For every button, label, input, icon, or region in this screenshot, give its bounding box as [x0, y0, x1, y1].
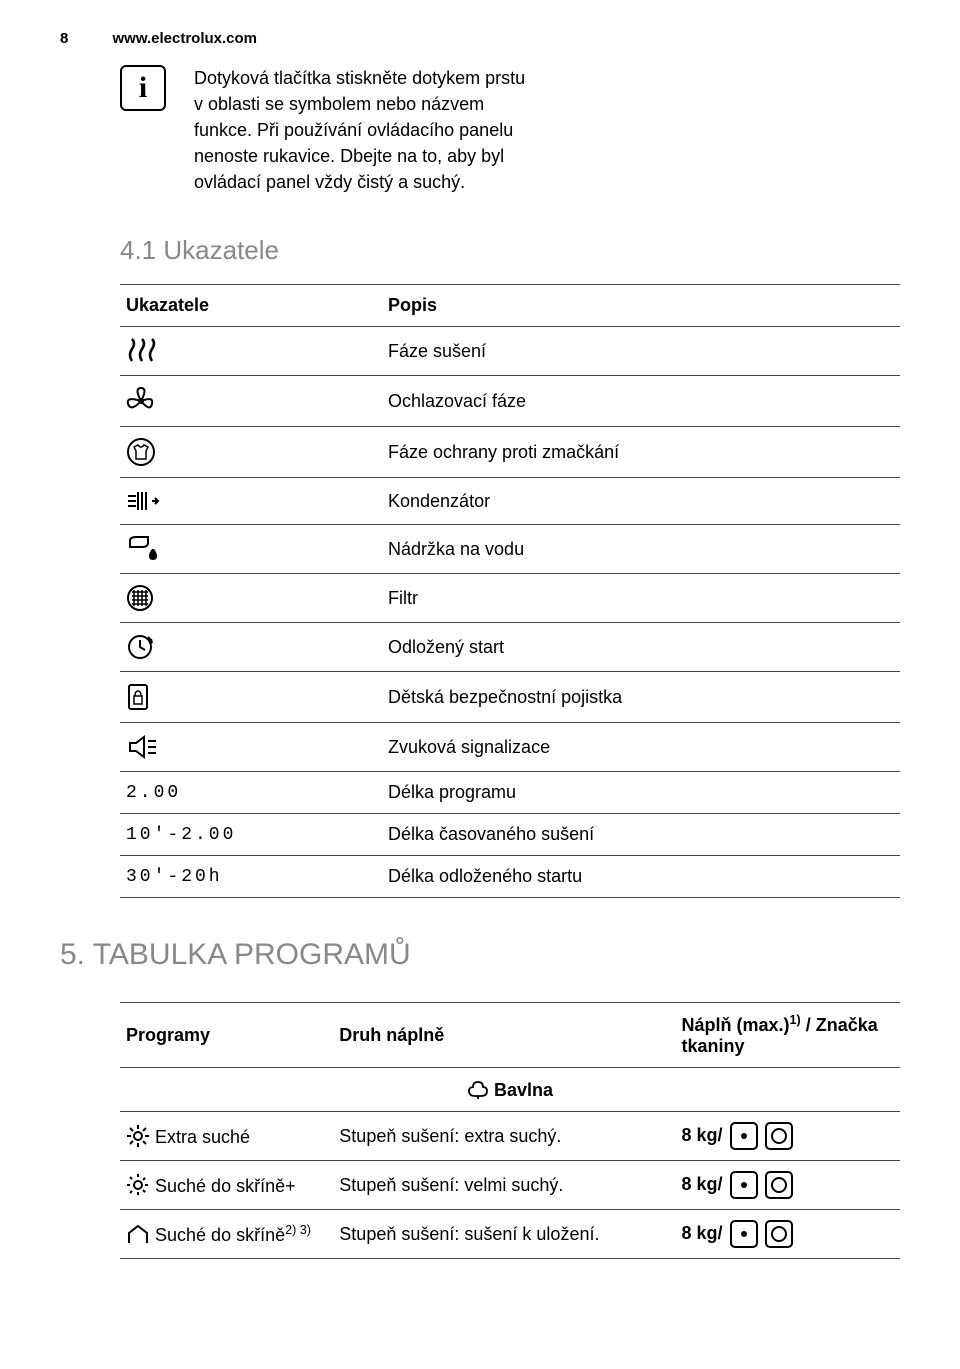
seg-display: 30'-20h	[120, 856, 382, 898]
info-text: Dotyková tlačítka stiskněte dotykem prst…	[194, 65, 534, 195]
desc: Fáze ochrany proti zmačkání	[382, 427, 900, 478]
table-row: Ochlazovací fáze	[120, 376, 900, 427]
prog-desc: Stupeň sušení: sušení k uložení.	[333, 1210, 675, 1259]
th-napln-sup: 1)	[790, 1013, 801, 1027]
filter-icon	[126, 584, 154, 612]
load-text: 8 kg/	[682, 1223, 728, 1243]
desc: Ochlazovací fáze	[382, 376, 900, 427]
prog-load: 8 kg/	[676, 1112, 901, 1161]
care-circle-icon	[765, 1171, 793, 1199]
care-circle-icon	[765, 1122, 793, 1150]
programs-table: Programy Druh náplně Náplň (max.)1) / Zn…	[120, 1002, 900, 1259]
table-row: Kondenzátor	[120, 478, 900, 525]
prog-desc: Stupeň sušení: extra suchý.	[333, 1112, 675, 1161]
desc: Filtr	[382, 574, 900, 623]
section-title-ukazatele: 4.1 Ukazatele	[120, 235, 900, 266]
table-row: Fáze sušení	[120, 327, 900, 376]
desc: Délka programu	[382, 772, 900, 814]
care-dot-icon	[730, 1171, 758, 1199]
seg-display: 10'-2.00	[120, 814, 382, 856]
fan-icon	[126, 386, 156, 416]
care-circle-icon	[765, 1220, 793, 1248]
condenser-icon	[126, 488, 160, 514]
prog-load: 8 kg/	[676, 1210, 901, 1259]
desc: Délka časovaného sušení	[382, 814, 900, 856]
sun-extra-icon	[126, 1124, 150, 1148]
desc: Zvuková signalizace	[382, 723, 900, 772]
th-popis: Popis	[382, 285, 900, 327]
water-tank-icon	[126, 535, 160, 563]
prog-name: Extra suché	[155, 1127, 250, 1147]
info-block: i Dotyková tlačítka stiskněte dotykem pr…	[120, 65, 900, 195]
table-row: 2.00 Délka programu	[120, 772, 900, 814]
load-text: 8 kg/	[682, 1174, 728, 1194]
delay-icon	[126, 633, 154, 661]
table-row: Odložený start	[120, 623, 900, 672]
table-row: Nádržka na vodu	[120, 525, 900, 574]
table-row: Suché do skříně2) 3) Stupeň sušení: suše…	[120, 1210, 900, 1259]
table-row: Suché do skříně+ Stupeň sušení: velmi su…	[120, 1161, 900, 1210]
desc: Délka odloženého startu	[382, 856, 900, 898]
table-row: Extra suché Stupeň sušení: extra suchý. …	[120, 1112, 900, 1161]
prog-desc: Stupeň sušení: velmi suchý.	[333, 1161, 675, 1210]
page-url: www.electrolux.com	[113, 30, 258, 47]
indicators-table: Ukazatele Popis Fáze sušení	[120, 284, 900, 898]
prog-name: Suché do skříně+	[155, 1176, 296, 1196]
prog-name: Suché do skříně	[155, 1225, 285, 1245]
shirt-icon	[126, 437, 156, 467]
cotton-icon	[467, 1078, 489, 1100]
table-row: Filtr	[120, 574, 900, 623]
sound-icon	[126, 733, 160, 761]
table-row: Fáze ochrany proti zmačkání	[120, 427, 900, 478]
bavlna-label: Bavlna	[494, 1080, 553, 1100]
table-row: Dětská bezpečnostní pojistka	[120, 672, 900, 723]
th-napln: Náplň (max.)1) / Značka tkaniny	[676, 1003, 901, 1068]
desc: Kondenzátor	[382, 478, 900, 525]
care-dot-icon	[730, 1122, 758, 1150]
heat-icon	[126, 337, 162, 365]
table-row: 30'-20h Délka odloženého startu	[120, 856, 900, 898]
care-dot-icon	[730, 1220, 758, 1248]
childlock-icon	[126, 682, 150, 712]
th-druh: Druh náplně	[333, 1003, 675, 1068]
seg-display: 2.00	[120, 772, 382, 814]
cupboard-icon	[126, 1223, 150, 1245]
table-row: 10'-2.00 Délka časovaného sušení	[120, 814, 900, 856]
prog-load: 8 kg/	[676, 1161, 901, 1210]
table-row: Zvuková signalizace	[120, 723, 900, 772]
section-title-programy: 5. TABULKA PROGRAMŮ	[60, 938, 900, 972]
desc: Dětská bezpečnostní pojistka	[382, 672, 900, 723]
load-text: 8 kg/	[682, 1125, 728, 1145]
desc: Nádržka na vodu	[382, 525, 900, 574]
page-number: 8	[60, 30, 68, 47]
th-ukazatele: Ukazatele	[120, 285, 382, 327]
desc: Fáze sušení	[382, 327, 900, 376]
bavlna-row: Bavlna	[120, 1068, 900, 1112]
th-napln-text1: Náplň (max.)	[682, 1015, 790, 1035]
page-header: 8 www.electrolux.com	[60, 30, 900, 47]
desc: Odložený start	[382, 623, 900, 672]
prog-sup: 2) 3)	[285, 1223, 311, 1237]
th-programy: Programy	[120, 1003, 333, 1068]
info-icon: i	[120, 65, 166, 111]
sun-plus-icon	[126, 1173, 150, 1197]
